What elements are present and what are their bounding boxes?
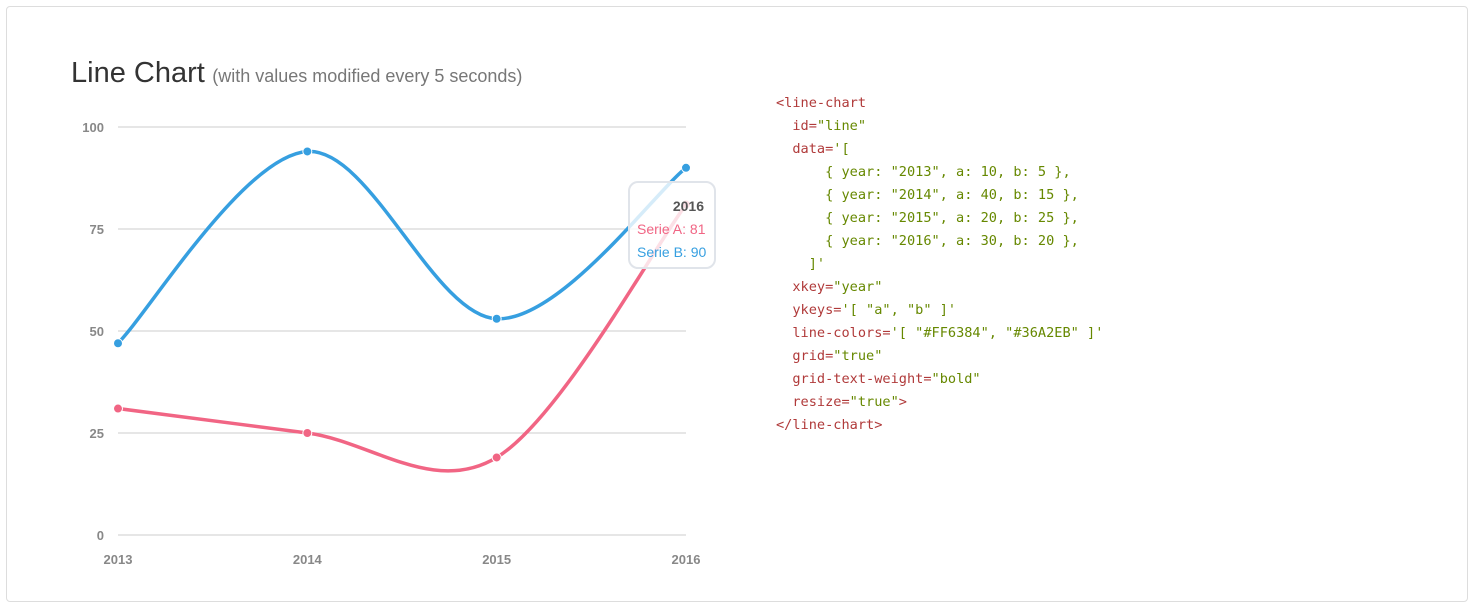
code-data-row: { year: "2016", a: 30, b: 20 }, <box>825 233 1079 249</box>
chart-panel: Line Chart (with values modified every 5… <box>6 6 1468 602</box>
code-data-row: { year: "2015", a: 20, b: 25 }, <box>825 210 1079 226</box>
chart-heading: Line Chart (with values modified every 5… <box>71 57 522 90</box>
page-title: Line Chart <box>71 57 205 89</box>
x-tick-label: 2014 <box>293 552 323 567</box>
code-val-xkey: "year" <box>833 279 883 295</box>
code-attr-xkey: xkey= <box>792 279 834 295</box>
code-attr-grid-text-weight: grid-text-weight= <box>792 371 932 387</box>
hover-tooltip: 2016 Serie A: 81 Serie B: 90 <box>628 181 716 269</box>
x-tick-label: 2015 <box>482 552 511 567</box>
code-val-grid-text-weight: "bold" <box>931 371 981 387</box>
code-open-tag: <line-chart <box>776 95 867 111</box>
code-data-row: { year: "2013", a: 10, b: 5 }, <box>825 164 1071 180</box>
code-attr-resize: resize= <box>792 394 850 410</box>
tooltip-serie-a: Serie A: 81 <box>637 221 706 237</box>
code-close-tag: </line-chart> <box>776 417 883 433</box>
data-point-serie-b <box>302 146 313 157</box>
data-point-serie-a <box>491 452 502 463</box>
data-point-serie-b <box>491 313 502 324</box>
code-data-open: '[ <box>833 141 850 157</box>
code-val-grid: "true" <box>833 348 883 364</box>
data-point-serie-a <box>302 428 313 438</box>
y-tick-label: 0 <box>97 528 104 543</box>
code-snippet: <line-chart id="line" data='[ { year: "2… <box>776 92 1103 437</box>
series-line-serie-b <box>116 149 688 345</box>
code-attr-line-colors: line-colors= <box>792 325 891 341</box>
code-open-tag-end: > <box>898 394 907 410</box>
code-attr-id: id= <box>792 118 817 134</box>
code-val-id: "line" <box>816 118 867 134</box>
y-tick-label: 50 <box>90 324 104 339</box>
x-tick-label: 2016 <box>672 552 701 567</box>
tooltip-title: 2016 <box>672 198 704 214</box>
code-attr-data: data= <box>792 141 834 157</box>
code-attr-grid: grid= <box>792 348 834 364</box>
data-point-serie-b <box>681 162 691 173</box>
code-data-row: { year: "2014", a: 40, b: 15 }, <box>825 187 1079 203</box>
y-tick-label: 75 <box>90 222 104 237</box>
x-tick-label: 2013 <box>104 552 133 567</box>
code-val-ykeys: '[ "a", "b" ]' <box>841 302 957 318</box>
series-line-serie-a <box>116 202 688 473</box>
y-tick-label: 100 <box>82 120 104 135</box>
line-chart[interactable]: 0 25 50 75 100 2013 2014 2015 2016 <box>70 105 720 585</box>
y-tick-label: 25 <box>90 426 104 441</box>
tooltip-serie-b: Serie B: 90 <box>637 244 707 260</box>
code-attr-ykeys: ykeys= <box>792 302 842 318</box>
code-val-line-colors: '[ "#FF6384", "#36A2EB" ]' <box>890 325 1104 341</box>
code-val-resize: "true" <box>849 394 899 410</box>
code-data-close: ]' <box>808 256 826 272</box>
page-subtitle: (with values modified every 5 seconds) <box>212 66 523 86</box>
data-point-serie-b <box>113 338 123 349</box>
data-point-serie-a <box>113 403 123 414</box>
